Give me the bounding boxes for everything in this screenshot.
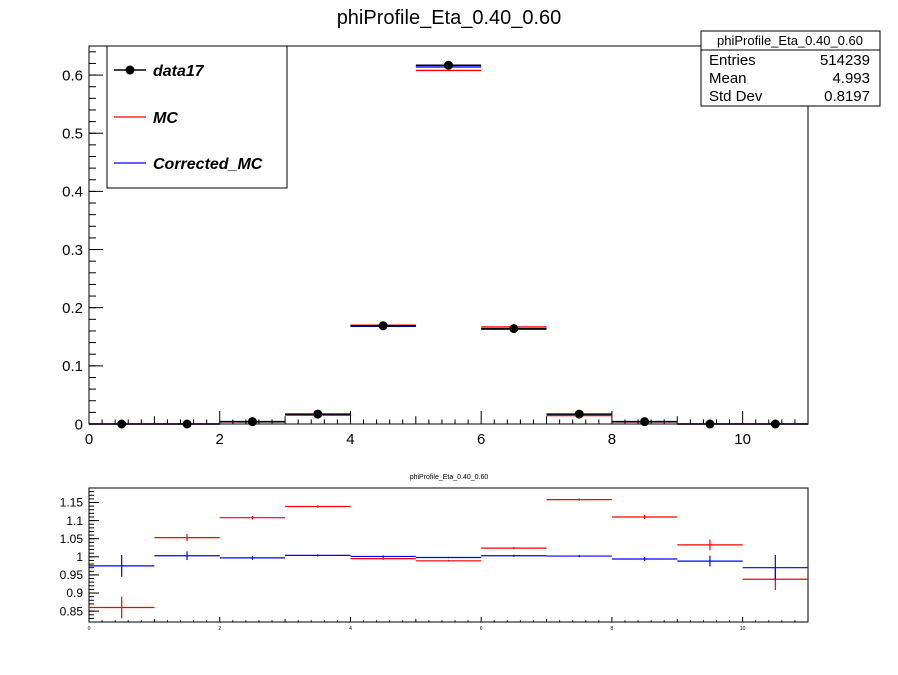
y-tick-label: 0.2 [62, 300, 83, 317]
data17-point [117, 419, 127, 429]
x-tick-label: 2 [216, 431, 224, 448]
top-panel: phiProfile_Eta_0.40_0.60 0 2 4 6 8 1000.10.20… [62, 7, 881, 448]
data17-point [313, 409, 323, 419]
x-tick-label: 4 [349, 626, 352, 632]
stats-box: phiProfile_Eta_0.40_0.60 Entries 514239 … [700, 30, 881, 107]
ratio-plot-frame [88, 487, 809, 623]
y-tick-label: 0.95 [60, 568, 84, 582]
stats-mean-value: 4.993 [832, 70, 870, 87]
bottom-panel: phiProfile_Eta_0.40_0.60 0 2 4 6 8 100.850.90… [60, 474, 809, 632]
data17-point [574, 409, 584, 419]
x-tick-label: 6 [477, 431, 485, 448]
data17-point [182, 419, 192, 429]
data17-point [705, 419, 715, 429]
chart-title: phiProfile_Eta_0.40_0.60 [337, 7, 562, 29]
data17-point [770, 419, 780, 429]
y-tick-label: 0.1 [62, 358, 83, 375]
data17-point [640, 417, 650, 427]
x-tick-label: 6 [480, 626, 483, 632]
data17-point [247, 417, 257, 427]
y-tick-label: 1.15 [60, 496, 84, 510]
legend-data17-marker [125, 65, 135, 75]
y-tick-label: 0.5 [62, 125, 83, 142]
y-tick-label: 0.4 [62, 184, 83, 201]
data17-point [509, 324, 519, 334]
y-tick-label: 1.05 [60, 532, 84, 546]
y-tick-label: 0.3 [62, 242, 83, 259]
stats-box-frame [700, 30, 881, 107]
x-tick-label: 10 [734, 431, 751, 448]
y-tick-label: 0.9 [66, 586, 83, 600]
legend: data17 MC Corrected_MC [106, 45, 288, 189]
stats-entries-label: Entries [709, 52, 756, 69]
x-tick-label: 4 [346, 431, 354, 448]
y-tick-label: 0.85 [60, 604, 84, 618]
x-tick-label: 0 [88, 626, 91, 632]
y-tick-label: 0.6 [62, 67, 83, 84]
x-tick-label: 2 [218, 626, 221, 632]
top-series [89, 60, 808, 429]
stats-entries-value: 514239 [820, 52, 870, 69]
stats-mean-label: Mean [709, 70, 747, 87]
stats-stddev-label: Std Dev [709, 88, 763, 105]
x-tick-label: 8 [611, 626, 614, 632]
top-axes: 0 2 4 6 8 10 0 0.1 0.2 0.3 0.4 0.5 0.6 [62, 51, 809, 448]
ratio-axes: 0 2 4 6 8 10 0.85 0.9 0.95 1 1.05 1.1 1.15 [60, 487, 809, 632]
stats-stddev-value: 0.8197 [824, 88, 870, 105]
stats-box-title: phiProfile_Eta_0.40_0.60 [717, 33, 863, 48]
top-plot-frame [88, 45, 809, 425]
y-tick-label: 1.1 [66, 514, 83, 528]
ratio-series [89, 498, 808, 619]
legend-data17-label: data17 [153, 63, 205, 80]
x-tick-label: 8 [608, 431, 616, 448]
x-tick-label: 0 [85, 431, 93, 448]
data17-point [444, 60, 453, 70]
legend-corrected-mc-label: Corrected_MC [153, 156, 263, 173]
x-tick-label: 10 [740, 626, 746, 632]
y-tick-label: 1 [76, 550, 83, 564]
ratio-title: phiProfile_Eta_0.40_0.60 [410, 474, 489, 481]
legend-mc-label: MC [153, 110, 178, 127]
y-tick-label: 0 [75, 416, 83, 433]
data17-point [378, 321, 388, 331]
